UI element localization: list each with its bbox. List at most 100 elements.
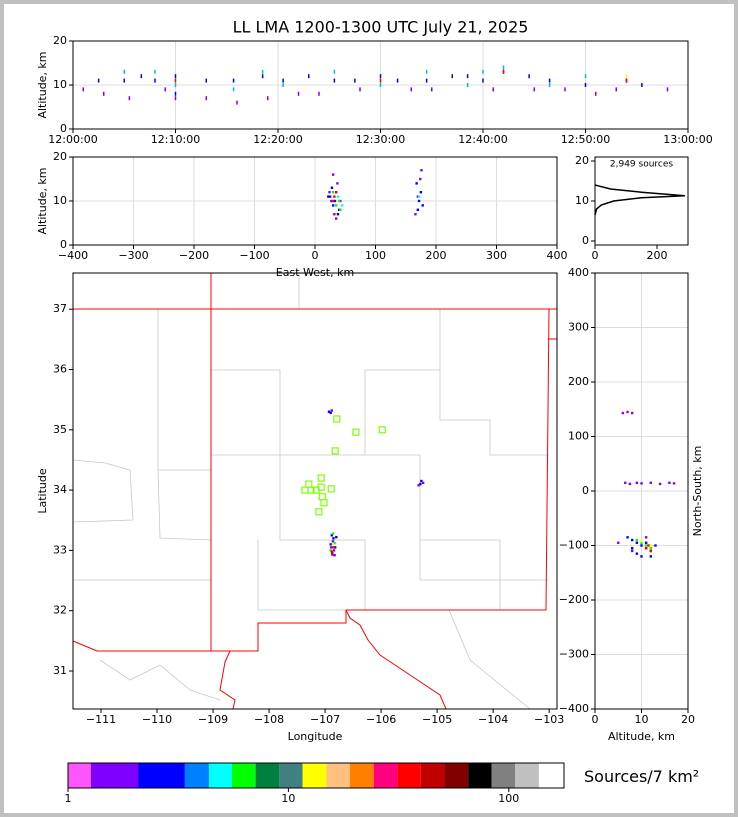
y-tick-label: −300	[559, 648, 589, 661]
source-point	[654, 544, 657, 547]
source-point	[640, 544, 643, 547]
source-point	[174, 91, 177, 96]
source-point	[338, 208, 341, 211]
source-point	[419, 191, 423, 194]
y-tick-label: 34	[53, 483, 67, 496]
y-tick-label: 400	[568, 266, 589, 279]
county-line	[157, 309, 211, 471]
source-point	[318, 91, 320, 96]
source-point	[333, 415, 341, 423]
colorbar-segment	[326, 763, 350, 788]
source-point	[330, 186, 334, 189]
source-point	[332, 549, 336, 552]
x-tick-label: −105	[422, 713, 452, 726]
colorbar-segment	[138, 763, 185, 788]
y-tick-label: −100	[559, 539, 589, 552]
source-point	[417, 195, 421, 198]
source-point	[635, 552, 639, 555]
state-border	[211, 308, 550, 652]
x-tick-label: −108	[254, 713, 284, 726]
x-axis-label: Longitude	[288, 730, 343, 743]
source-point	[528, 74, 530, 79]
colorbar-segment	[397, 763, 421, 788]
source-point	[584, 74, 587, 79]
source-point	[482, 78, 484, 83]
plot-frame	[67, 762, 565, 789]
source-point	[644, 536, 648, 539]
source-point	[631, 549, 634, 553]
source-point	[330, 199, 333, 203]
source-point	[502, 65, 505, 70]
source-point	[631, 547, 634, 550]
source-point	[415, 182, 418, 185]
source-point	[416, 195, 420, 198]
source-point	[333, 213, 336, 216]
source-point	[548, 78, 551, 83]
source-point	[417, 484, 420, 487]
source-point	[647, 544, 650, 547]
source-point	[333, 78, 336, 83]
source-point	[331, 540, 335, 543]
source-point	[635, 481, 639, 485]
source-point	[466, 83, 469, 87]
source-point	[331, 553, 334, 556]
y-axis-label: North-South, km	[691, 446, 704, 537]
source-point	[331, 543, 335, 546]
colorbar-segment	[373, 763, 398, 788]
county-line	[419, 540, 549, 581]
colorbar-segment	[444, 763, 469, 788]
source-point	[331, 173, 335, 176]
x-tick-label: 0	[312, 249, 319, 262]
source-point	[328, 195, 332, 198]
colorbar-segment	[420, 763, 445, 788]
x-tick-label: 13:00:00	[663, 133, 712, 146]
source-point	[410, 87, 412, 92]
y-tick-label: 10	[53, 194, 67, 207]
y-tick-label: 0	[60, 122, 67, 135]
profile-line	[594, 184, 685, 216]
x-tick-label: −200	[179, 249, 209, 262]
source-point	[431, 87, 433, 92]
colorbar-segment	[208, 763, 232, 788]
source-point	[333, 69, 336, 74]
x-tick-label: −103	[534, 713, 564, 726]
figure-background	[4, 4, 734, 813]
plot-frame	[594, 156, 689, 246]
source-point	[334, 217, 338, 220]
source-point	[333, 199, 337, 203]
source-point	[631, 538, 634, 542]
source-point	[421, 481, 425, 485]
state-border	[72, 273, 212, 652]
y-axis-label: Altitude, km	[36, 51, 49, 118]
source-point	[338, 199, 341, 203]
colorbar-segment	[349, 763, 374, 788]
y-tick-label: 37	[53, 302, 67, 315]
source-point	[329, 543, 332, 546]
source-point	[232, 78, 235, 83]
source-point	[140, 74, 143, 79]
source-point	[352, 428, 360, 436]
source-point	[617, 541, 620, 544]
source-point	[421, 204, 424, 207]
source-point	[333, 541, 336, 545]
source-point	[425, 78, 428, 83]
source-point	[649, 549, 652, 553]
x-tick-label: 400	[547, 249, 568, 262]
x-tick-label: 1	[65, 792, 72, 805]
source-point	[649, 547, 652, 550]
y-tick-label: 20	[53, 150, 67, 163]
source-point	[103, 91, 105, 96]
source-point	[644, 547, 648, 550]
source-point	[128, 96, 131, 101]
source-point	[379, 74, 382, 79]
colorbar-segment	[468, 763, 492, 788]
source-point	[379, 78, 382, 83]
source-point	[419, 482, 422, 486]
source-point	[625, 78, 628, 83]
source-point	[341, 204, 344, 207]
x-tick-label: 12:10:00	[151, 133, 200, 146]
x-tick-label: −109	[198, 713, 228, 726]
